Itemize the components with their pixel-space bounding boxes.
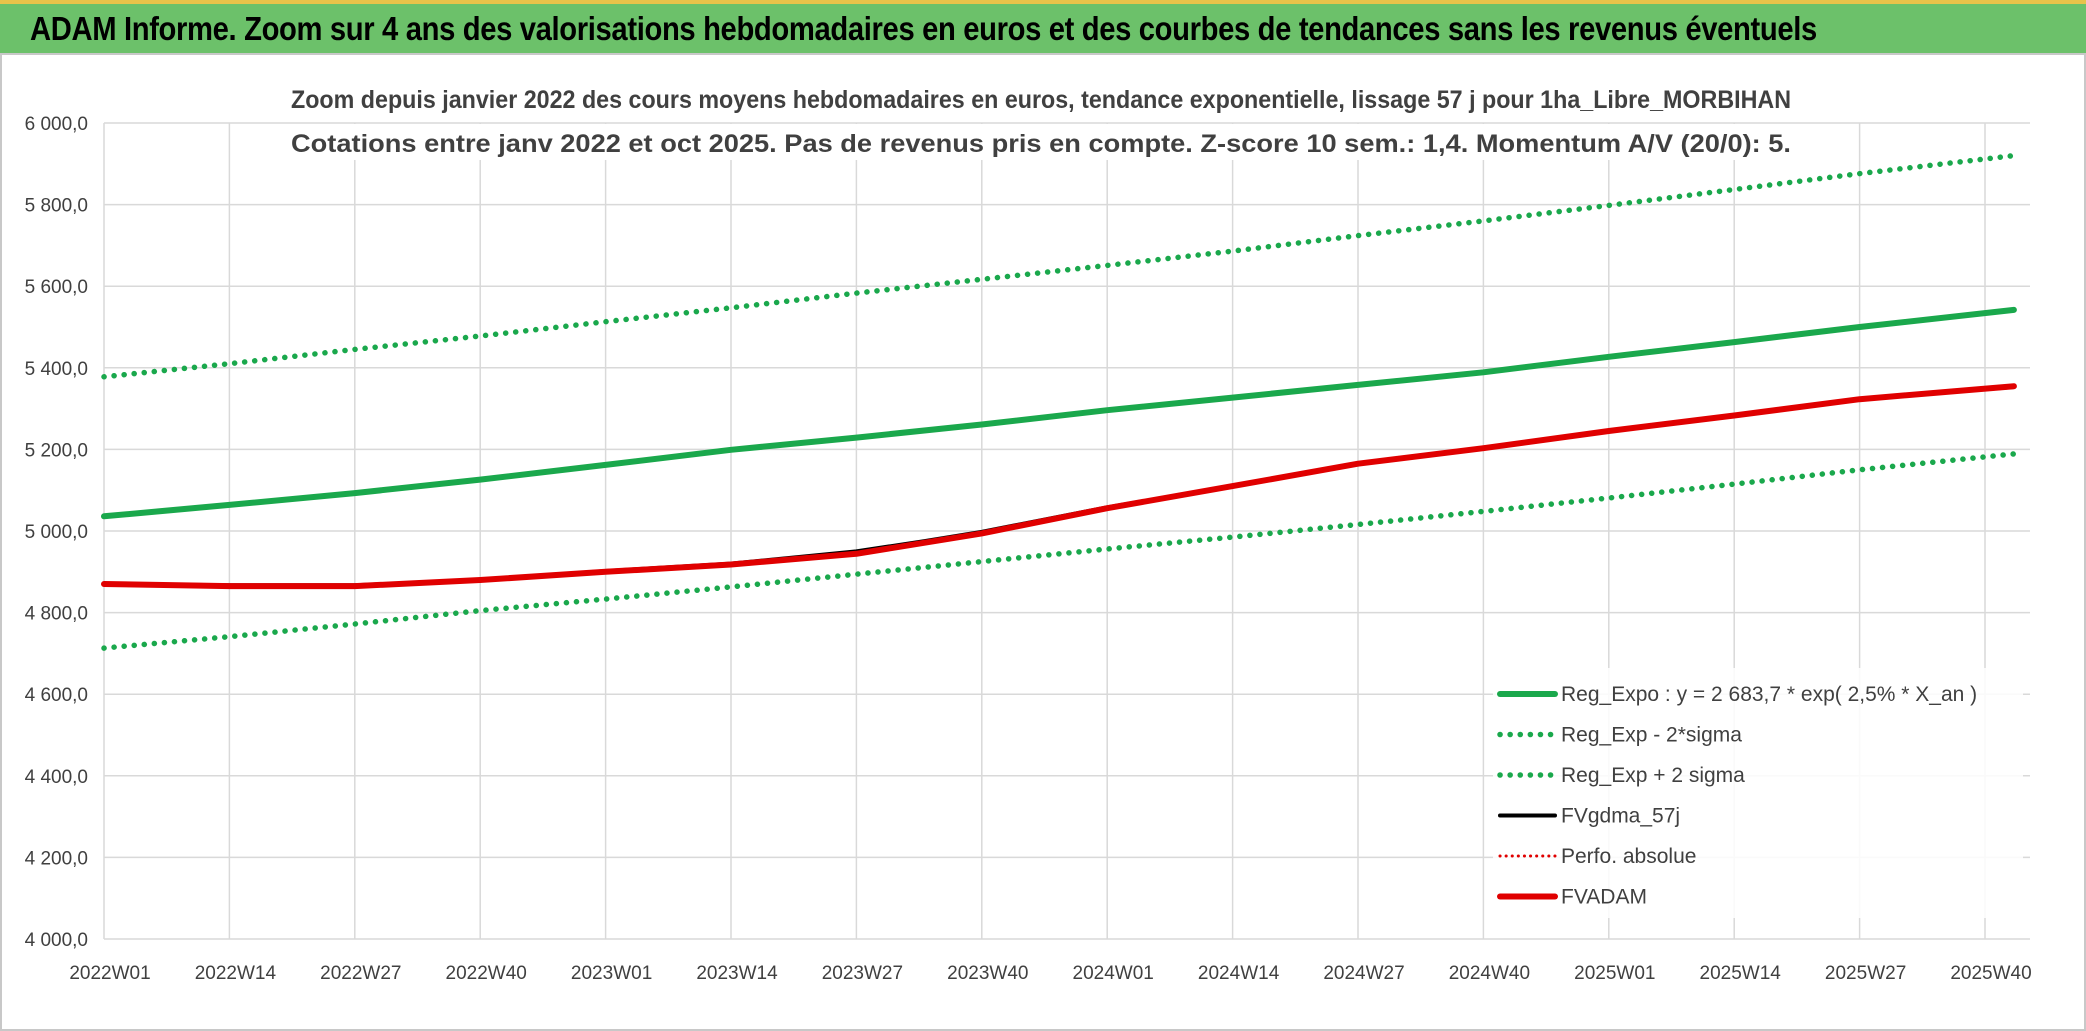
legend-label: Reg_Exp + 2 sigma (1561, 764, 1745, 787)
y-tick-label: 5 600,0 (25, 277, 88, 298)
x-tick-label: 2024W27 (1323, 963, 1404, 984)
chart-title-line: Cotations entre janv 2022 et oct 2025. P… (291, 130, 1791, 158)
report-title: ADAM Informe. Zoom sur 4 ans des valoris… (30, 10, 1817, 47)
x-tick-label: 2024W01 (1073, 963, 1154, 984)
legend-label: FVADAM (1561, 886, 1647, 909)
x-tick-label: 2023W40 (947, 963, 1028, 984)
chart-title-backdrop (275, 80, 1805, 116)
series-line-reg-exp-2-sigma (101, 451, 2017, 651)
y-tick-label: 4 600,0 (25, 685, 88, 706)
legend-label: Reg_Exp - 2*sigma (1561, 724, 1742, 747)
legend-box (1493, 668, 2023, 918)
legend-label: Reg_Expo : y = 2 683,7 * exp( 2,5% * X_a… (1561, 683, 1977, 706)
y-tick-label: 4 000,0 (25, 930, 88, 951)
report-banner: ADAM Informe. Zoom sur 4 ans des valoris… (0, 0, 2086, 53)
x-tick-label: 2025W40 (1950, 963, 2031, 984)
y-tick-label: 4 800,0 (25, 604, 88, 625)
y-tick-label: 6 000,0 (25, 114, 88, 135)
x-tick-label: 2022W27 (320, 963, 401, 984)
series-line-reg-exp-2-sigma (101, 152, 2017, 380)
x-tick-label: 2023W14 (696, 963, 778, 984)
x-tick-label: 2024W14 (1198, 963, 1280, 984)
y-tick-label: 5 400,0 (25, 359, 88, 380)
legend-label: Perfo. absolue (1561, 845, 1696, 868)
x-tick-label: 2025W14 (1700, 963, 1782, 984)
series-line-perfo-absolue (102, 384, 2016, 588)
x-tick-label: 2023W27 (822, 963, 903, 984)
x-tick-label: 2025W01 (1574, 963, 1655, 984)
y-tick-label: 5 800,0 (25, 196, 88, 217)
chart-title-line: Zoom depuis janvier 2022 des cours moyen… (291, 86, 1791, 114)
x-tick-label: 2023W01 (571, 963, 652, 984)
y-tick-label: 4 200,0 (25, 848, 88, 869)
x-tick-label: 2024W40 (1449, 963, 1530, 984)
y-tick-label: 4 400,0 (25, 767, 88, 788)
x-tick-label: 2022W40 (446, 963, 527, 984)
legend-label: FVgdma_57j (1561, 805, 1680, 828)
x-tick-label: 2025W27 (1825, 963, 1906, 984)
x-tick-label: 2022W01 (69, 963, 150, 984)
chart-title-backdrop (275, 124, 1805, 160)
x-tick-label: 2022W14 (195, 963, 277, 984)
series-line-reg-expo-y-2-683-7-exp-2-5-x-an (101, 306, 2017, 520)
y-tick-label: 5 000,0 (25, 522, 88, 543)
y-tick-label: 5 200,0 (25, 440, 88, 461)
chart-panel (0, 53, 2086, 1031)
